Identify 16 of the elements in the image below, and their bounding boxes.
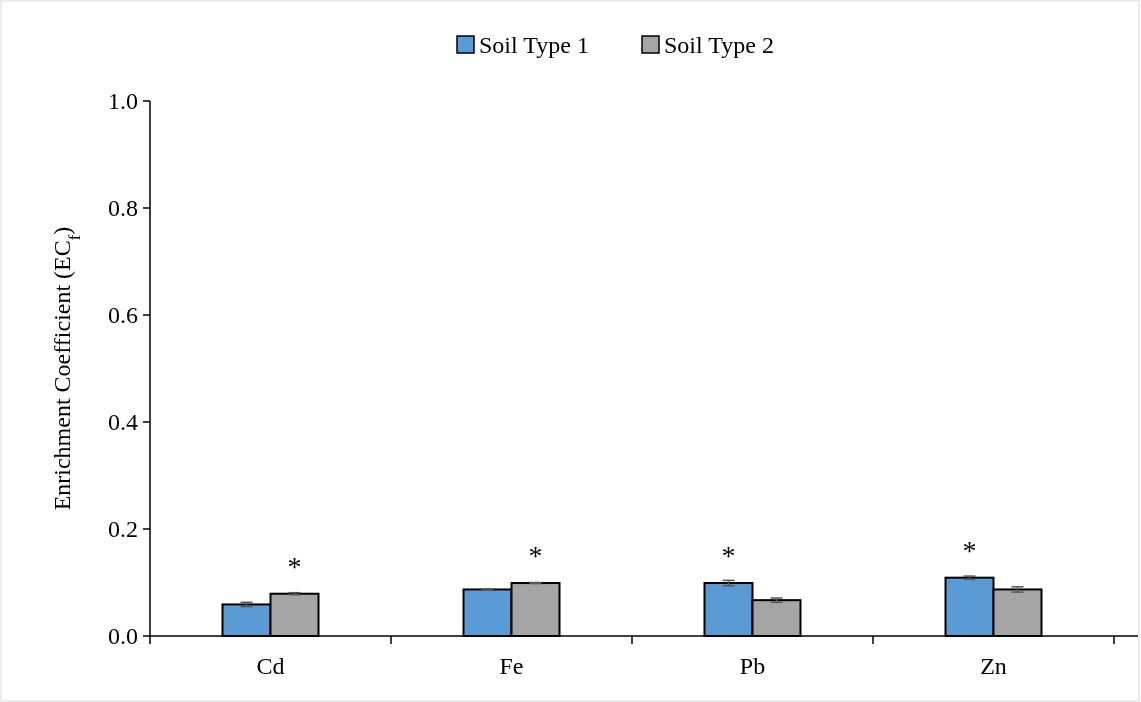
x-tick-label: Pb bbox=[739, 653, 766, 679]
x-tick-label: Cd bbox=[256, 653, 285, 679]
legend-label: Soil Type 1 bbox=[479, 32, 589, 59]
y-tick-label: 0.0 bbox=[108, 623, 138, 650]
x-tick-label: Zn bbox=[980, 653, 1007, 679]
y-tick-label: 0.4 bbox=[108, 409, 138, 436]
legend-label: Soil Type 2 bbox=[664, 32, 774, 59]
y-tick-label: 1.0 bbox=[108, 88, 138, 115]
annotation: * bbox=[528, 540, 543, 572]
y-tick-label: 0.6 bbox=[108, 302, 138, 329]
x-tick-label: Fe bbox=[499, 653, 524, 679]
y-tick-label: 0.2 bbox=[108, 516, 138, 543]
annotation: * bbox=[721, 540, 736, 572]
annotation: * bbox=[962, 534, 977, 566]
y-tick-label: 0.8 bbox=[108, 195, 138, 222]
annotation: * bbox=[287, 550, 302, 582]
